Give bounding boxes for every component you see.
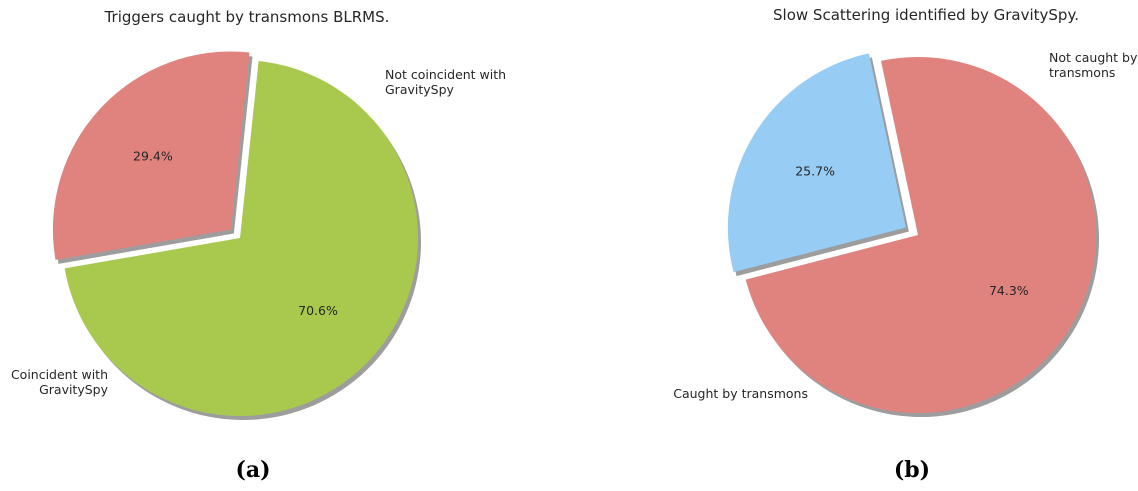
pie-chart-b: Slow Scattering identified by GravitySpy… bbox=[673, 6, 1138, 483]
pie-b-slices: 25.7% 74.3% Not caught by transmons Caught b… bbox=[673, 50, 1138, 417]
pie-b-slice-0-percent: 25.7% bbox=[795, 163, 835, 178]
pie-a-slice-1-percent: 70.6% bbox=[298, 303, 338, 318]
pie-b-panel-label: (b) bbox=[894, 457, 930, 483]
pie-b-slice-0-label: Not caught by transmons bbox=[1049, 50, 1138, 80]
pie-a-slice-1-label: Coincident with GravitySpy bbox=[11, 367, 109, 397]
pie-a-slice-0-percent: 29.4% bbox=[133, 149, 173, 164]
pie-b-slice-1 bbox=[745, 56, 1097, 413]
pie-a-slices: 29.4% 70.6% Not coincident with GravitySpy C… bbox=[11, 51, 506, 421]
pie-b-slice-1-label: Caught by transmons bbox=[673, 386, 808, 401]
pie-b-slice-1-percent: 74.3% bbox=[989, 283, 1029, 298]
pie-a-panel-label: (a) bbox=[235, 457, 270, 483]
pie-a-slice-0-label: Not coincident with GravitySpy bbox=[385, 67, 506, 97]
pie-a-title: Triggers caught by transmons BLRMS. bbox=[104, 8, 390, 26]
pie-a-slice-1 bbox=[64, 60, 419, 417]
pie-b-title: Slow Scattering identified by GravitySpy… bbox=[773, 6, 1079, 24]
pie-chart-a: Triggers caught by transmons BLRMS. 29.4… bbox=[11, 8, 506, 483]
pie-a-slice-0 bbox=[52, 51, 250, 260]
pie-b-slice-0 bbox=[727, 53, 906, 273]
